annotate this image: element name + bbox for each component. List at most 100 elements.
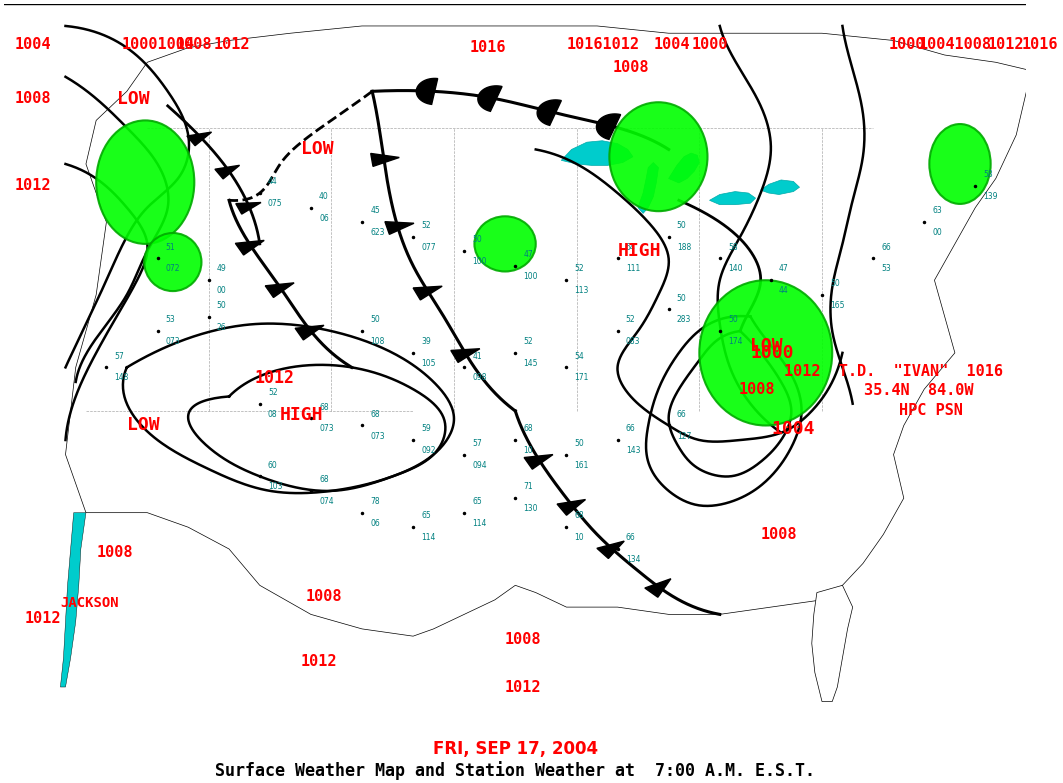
Text: 100: 100 xyxy=(523,272,538,281)
Text: 1004: 1004 xyxy=(654,37,690,52)
Polygon shape xyxy=(266,283,294,298)
Polygon shape xyxy=(645,579,671,597)
Text: 58: 58 xyxy=(983,170,993,179)
Text: 1016: 1016 xyxy=(469,40,506,56)
Text: 60: 60 xyxy=(268,460,277,470)
Text: 1012: 1012 xyxy=(301,654,337,669)
Text: 06: 06 xyxy=(319,214,328,222)
Text: 1012: 1012 xyxy=(255,370,294,388)
Text: 094: 094 xyxy=(472,460,487,470)
Text: 50: 50 xyxy=(370,316,379,324)
Text: 073: 073 xyxy=(319,424,334,433)
Polygon shape xyxy=(638,163,658,214)
Text: 111: 111 xyxy=(626,265,640,273)
Text: 66: 66 xyxy=(626,533,636,543)
Text: 50: 50 xyxy=(472,236,483,244)
Text: 50: 50 xyxy=(575,438,585,448)
Polygon shape xyxy=(235,240,265,255)
Text: 1012: 1012 xyxy=(15,179,51,193)
Polygon shape xyxy=(596,114,621,139)
Text: 63: 63 xyxy=(932,207,942,215)
Text: 68: 68 xyxy=(370,410,379,419)
Text: 59: 59 xyxy=(421,424,431,433)
Polygon shape xyxy=(761,180,799,194)
Text: 44: 44 xyxy=(779,287,789,295)
Text: 140: 140 xyxy=(728,265,742,273)
Text: 1008: 1008 xyxy=(761,527,797,542)
Text: 1012: 1012 xyxy=(214,37,250,52)
Text: 52: 52 xyxy=(626,316,636,324)
Polygon shape xyxy=(61,513,86,687)
Text: 50: 50 xyxy=(830,279,840,288)
Text: 1016: 1016 xyxy=(1022,37,1058,52)
Text: 103: 103 xyxy=(268,482,283,492)
Text: 52: 52 xyxy=(575,265,585,273)
Text: 10041008: 10041008 xyxy=(919,37,992,52)
Text: FRI, SEP 17, 2004: FRI, SEP 17, 2004 xyxy=(433,740,597,758)
Text: 1008: 1008 xyxy=(306,589,342,604)
Text: 1000: 1000 xyxy=(691,37,728,52)
Ellipse shape xyxy=(474,216,536,272)
Text: 083: 083 xyxy=(626,337,640,346)
Text: 50: 50 xyxy=(677,294,687,302)
Text: 52: 52 xyxy=(421,221,431,230)
Ellipse shape xyxy=(699,280,832,425)
Polygon shape xyxy=(812,586,853,702)
Polygon shape xyxy=(215,165,239,179)
Text: 139: 139 xyxy=(983,192,998,201)
Text: 1012: 1012 xyxy=(24,611,61,626)
Text: 78: 78 xyxy=(370,497,379,506)
Text: 58: 58 xyxy=(728,243,738,251)
Text: 54: 54 xyxy=(575,352,585,361)
Ellipse shape xyxy=(145,233,202,291)
Text: 57: 57 xyxy=(115,352,124,361)
Text: 075: 075 xyxy=(268,199,283,208)
Text: LOW: LOW xyxy=(301,140,334,158)
Text: 00: 00 xyxy=(217,287,226,295)
Polygon shape xyxy=(557,500,586,515)
FancyBboxPatch shape xyxy=(4,731,1027,783)
Text: 105: 105 xyxy=(421,359,436,368)
Polygon shape xyxy=(561,141,632,165)
Text: 45: 45 xyxy=(370,207,379,215)
Text: 148: 148 xyxy=(115,373,129,382)
Polygon shape xyxy=(296,325,324,340)
Text: 1012: 1012 xyxy=(505,680,541,695)
Text: 71: 71 xyxy=(523,482,534,492)
Text: LOW: LOW xyxy=(126,417,159,435)
Text: LOW: LOW xyxy=(750,337,783,355)
Text: 188: 188 xyxy=(677,243,691,251)
Text: 06: 06 xyxy=(370,519,379,528)
Text: 072: 072 xyxy=(166,265,181,273)
Text: 10001004: 10001004 xyxy=(122,37,195,52)
Text: 113: 113 xyxy=(575,287,589,295)
Text: 50: 50 xyxy=(217,301,226,310)
Text: 283: 283 xyxy=(677,316,691,324)
Text: 41: 41 xyxy=(472,352,482,361)
Polygon shape xyxy=(451,348,479,363)
Text: 143: 143 xyxy=(626,446,640,455)
Text: 68: 68 xyxy=(523,424,534,433)
Text: JACKSON: JACKSON xyxy=(61,597,119,611)
Text: 1012: 1012 xyxy=(988,37,1024,52)
Text: 66: 66 xyxy=(677,410,687,419)
Text: 53: 53 xyxy=(166,316,175,324)
Text: 40: 40 xyxy=(319,192,328,201)
Text: 114: 114 xyxy=(472,519,487,528)
Ellipse shape xyxy=(929,124,991,204)
Polygon shape xyxy=(385,222,414,234)
Text: 10: 10 xyxy=(523,446,534,455)
Text: HPC PSN: HPC PSN xyxy=(899,402,963,418)
Text: 52: 52 xyxy=(523,337,534,346)
Text: 098: 098 xyxy=(472,373,487,382)
Text: 66: 66 xyxy=(881,243,891,251)
Text: 10: 10 xyxy=(575,533,585,543)
Text: LOW: LOW xyxy=(117,89,149,107)
Text: HIGH: HIGH xyxy=(281,406,324,424)
Text: 1008: 1008 xyxy=(505,633,541,648)
Text: Surface Weather Map and Station Weather at  7:00 A.M. E.S.T.: Surface Weather Map and Station Weather … xyxy=(216,761,815,780)
Text: 127: 127 xyxy=(677,431,691,441)
Text: 00: 00 xyxy=(932,228,942,237)
Polygon shape xyxy=(478,86,502,111)
Text: 1004: 1004 xyxy=(15,37,51,52)
